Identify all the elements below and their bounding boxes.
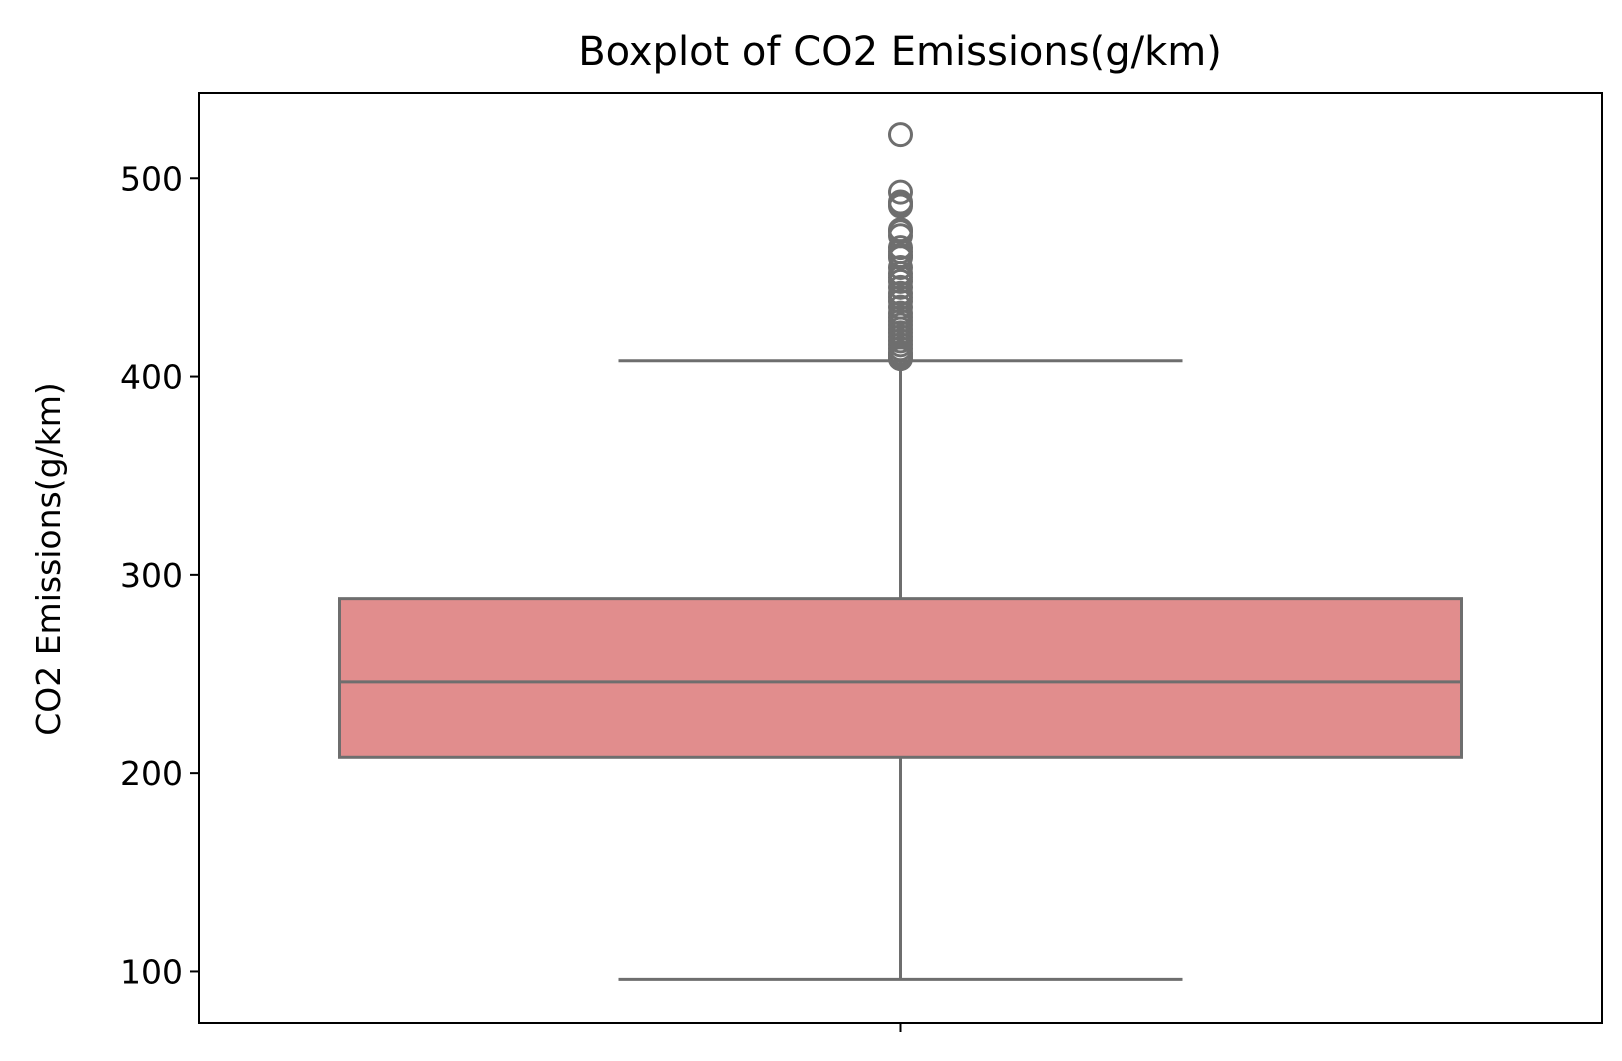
outlier-point [888,346,913,372]
outlier-point [888,122,913,148]
outlier-point [888,193,913,219]
y-tick-label: 300 [120,556,183,595]
y-tick-label: 200 [120,754,183,793]
outlier-point [888,288,913,314]
outlier-point [888,274,913,300]
outlier-point [888,254,913,280]
y-tick-label: 500 [120,159,183,198]
outlier-point [888,179,913,205]
plot-area [338,122,1463,981]
y-axis-label: CO2 Emissions(g/km) [29,382,68,736]
iqr-box [338,597,1463,759]
outlier-point [888,268,913,294]
axes: 100 200 300 400 500 [120,159,902,1032]
chart-title: Boxplot of CO2 Emissions(g/km) [578,29,1222,75]
outlier-point [888,245,913,271]
y-tick-label: 400 [120,358,183,397]
plot-frame [198,92,1603,1024]
y-tick-label: 100 [120,952,183,991]
